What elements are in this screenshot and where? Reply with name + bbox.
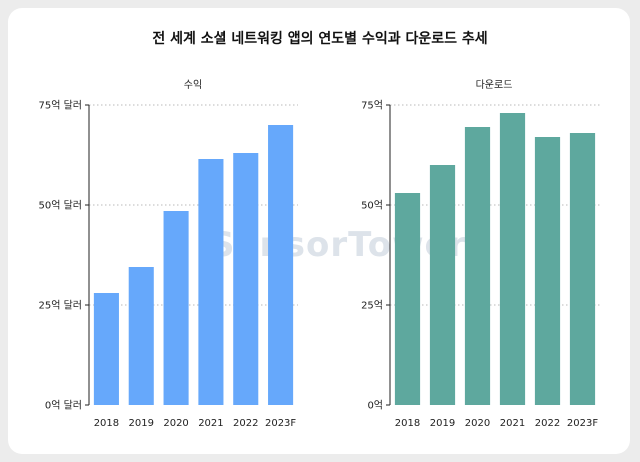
downloads-y-tick-label: 0억 xyxy=(367,400,383,412)
downloads-x-tick-label: 2018 xyxy=(395,418,420,429)
revenue-subtitle: 수익 xyxy=(184,79,202,91)
revenue-bar-2021 xyxy=(198,159,224,405)
revenue-y-tick-label: 50억 달러 xyxy=(38,200,82,212)
revenue-y-tick-label: 75억 달러 xyxy=(38,100,82,112)
downloads-y-tick-label: 25억 xyxy=(361,300,383,312)
revenue-bar-2023F xyxy=(268,125,294,405)
downloads-y-tick-label: 75억 xyxy=(361,100,383,112)
revenue-x-tick-label: 2022 xyxy=(233,418,258,429)
revenue-y-tick-label: 0억 달러 xyxy=(45,400,82,412)
downloads-bar-2023F xyxy=(569,133,596,405)
revenue-y-tick-label: 25억 달러 xyxy=(38,300,82,312)
downloads-bar-2018 xyxy=(394,193,421,405)
downloads-x-tick-label: 2020 xyxy=(465,418,490,429)
downloads-x-tick-label: 2023F xyxy=(567,418,598,429)
revenue-bar-2019 xyxy=(128,267,154,405)
downloads-x-tick-label: 2022 xyxy=(535,418,560,429)
revenue-x-tick-label: 2020 xyxy=(163,418,188,429)
downloads-subtitle: 다운로드 xyxy=(476,79,513,91)
downloads-x-tick-label: 2021 xyxy=(500,418,525,429)
downloads-bar-2021 xyxy=(499,113,526,405)
revenue-x-tick-label: 2019 xyxy=(129,418,154,429)
revenue-x-tick-label: 2021 xyxy=(198,418,223,429)
downloads-bar-2022 xyxy=(534,137,561,405)
revenue-bar-2022 xyxy=(233,153,259,405)
downloads-bar-2019 xyxy=(429,165,456,405)
downloads-bar-2020 xyxy=(464,127,491,405)
downloads-x-tick-label: 2019 xyxy=(430,418,455,429)
revenue-x-tick-label: 2023F xyxy=(265,418,296,429)
revenue-x-tick-label: 2018 xyxy=(94,418,119,429)
page-title: 전 세계 소셜 네트워킹 앱의 연도별 수익과 다운로드 추세 xyxy=(152,31,488,47)
downloads-y-tick-label: 50억 xyxy=(361,200,383,212)
revenue-bar-2020 xyxy=(163,211,189,405)
revenue-bar-2018 xyxy=(93,293,119,405)
